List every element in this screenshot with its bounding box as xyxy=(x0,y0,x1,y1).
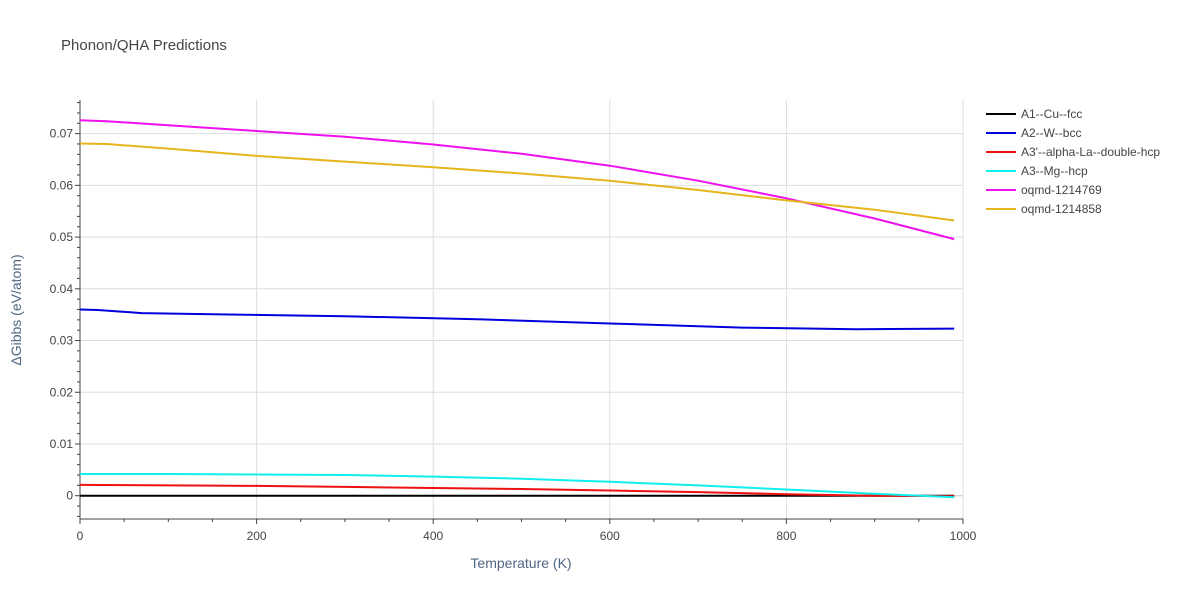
series-line-4 xyxy=(80,473,955,499)
series-line-2 xyxy=(79,308,955,331)
y-tick-label: 0.02 xyxy=(50,385,74,399)
legend: A1--Cu--fcc A2--W--bcc A3'--alpha-La--doub… xyxy=(986,107,1160,216)
y-tick-label: 0.06 xyxy=(50,178,74,192)
legend-label: A2--W--bcc xyxy=(1021,126,1081,140)
y-axis-title: ΔGibbs (eV/atom) xyxy=(8,254,24,365)
y-tick-label: 0 xyxy=(66,489,73,503)
x-tick-label: 0 xyxy=(77,529,84,543)
x-tick-labels: 0 200 400 600 800 1000 xyxy=(77,529,977,543)
y-tick-labels: 0 0.01 0.02 0.03 0.04 0.05 0.06 0.07 xyxy=(50,127,74,503)
legend-label: A3'--alpha-La--double-hcp xyxy=(1021,145,1160,159)
x-tick-label: 200 xyxy=(247,529,267,543)
y-tick-label: 0.01 xyxy=(50,437,74,451)
x-tick-label: 400 xyxy=(423,529,443,543)
y-tick-label: 0.05 xyxy=(50,230,74,244)
axes xyxy=(75,100,964,524)
y-tick-label: 0.03 xyxy=(50,334,74,348)
series-lines xyxy=(79,119,955,499)
series-line-5 xyxy=(79,119,955,241)
x-tick-label: 1000 xyxy=(950,529,977,543)
legend-label: oqmd-1214769 xyxy=(1021,183,1102,197)
legend-label: oqmd-1214858 xyxy=(1021,202,1102,216)
y-tick-label: 0.07 xyxy=(50,127,74,141)
x-axis-title: Temperature (K) xyxy=(470,555,571,571)
series-line-3 xyxy=(79,483,955,498)
y-tick-label: 0.04 xyxy=(50,282,74,296)
chart-title: Phonon/QHA Predictions xyxy=(61,37,227,54)
x-tick-label: 800 xyxy=(776,529,796,543)
legend-label: A3--Mg--hcp xyxy=(1021,164,1088,178)
legend-label: A1--Cu--fcc xyxy=(1021,107,1082,121)
grid-lines xyxy=(80,100,964,519)
x-tick-label: 600 xyxy=(600,529,620,543)
series-line-6 xyxy=(79,142,955,222)
